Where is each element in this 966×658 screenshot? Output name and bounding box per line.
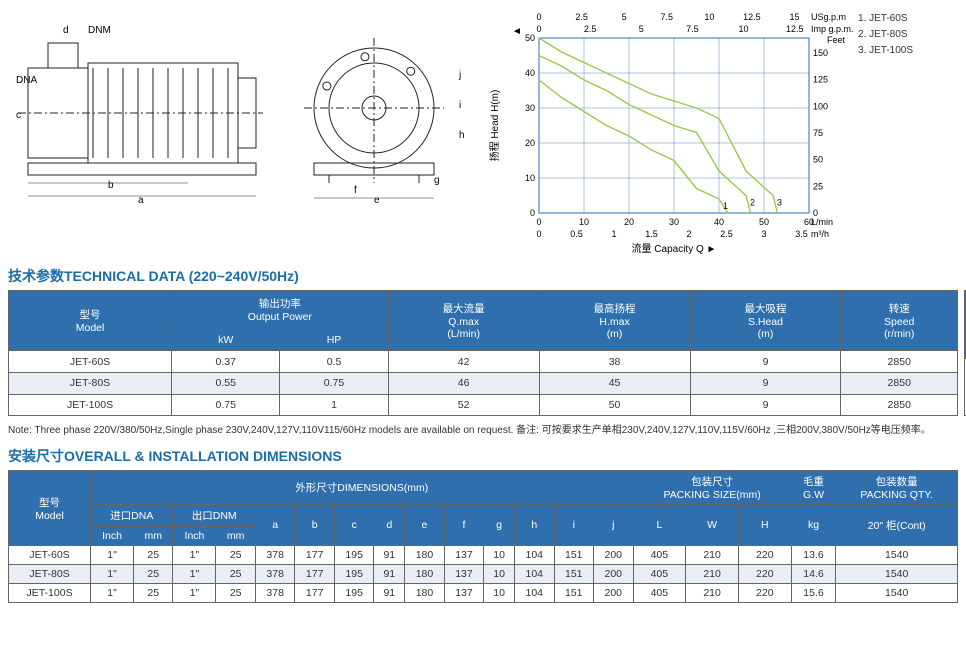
th-gw: 毛重G.W (791, 471, 836, 505)
svg-text:10: 10 (739, 24, 749, 34)
svg-text:j: j (458, 70, 461, 81)
svg-text:a: a (138, 195, 144, 206)
legend-item: 1. JET-60S (858, 13, 913, 24)
svg-text:d: d (63, 25, 69, 36)
svg-text:40: 40 (714, 217, 724, 227)
svg-text:10: 10 (525, 173, 535, 183)
svg-text:3: 3 (777, 198, 782, 208)
th-model: 型号Model (9, 471, 91, 546)
svg-text:扬程 Head H(m): 扬程 Head H(m) (488, 90, 501, 162)
svg-text:75: 75 (813, 128, 823, 138)
th-speed: 转速Speed(r/min) (841, 291, 958, 351)
svg-text:7.5: 7.5 (686, 24, 699, 34)
svg-text:1.5: 1.5 (645, 229, 658, 239)
legend-item: 3. JET-100S (858, 45, 913, 56)
svg-text:2: 2 (750, 198, 755, 208)
chart-container: 0102030405060L/min00.511.522.533.5m³/h02… (484, 8, 913, 258)
svg-text:USg.p.m: USg.p.m (811, 12, 846, 22)
legend-item: 2. JET-80S (858, 29, 913, 40)
svg-text:50: 50 (759, 217, 769, 227)
svg-text:10: 10 (704, 12, 714, 22)
th-qmax: 最大流量Q.max(L/min) (388, 291, 539, 351)
table-row: JET-60S0.370.5423892850 (9, 351, 958, 373)
svg-text:15: 15 (789, 12, 799, 22)
dims-section-title: 安装尺寸OVERALL & INSTALLATION DIMENSIONS (8, 446, 958, 466)
svg-text:50: 50 (813, 155, 823, 165)
svg-text:30: 30 (669, 217, 679, 227)
svg-text:Imp g.p.m.: Imp g.p.m. (811, 24, 854, 34)
svg-text:c: c (16, 110, 21, 121)
svg-text:e: e (374, 195, 380, 206)
tech-section-title: 技术参数TECHNICAL DATA (220~240V/50Hz) (8, 266, 958, 286)
svg-text:0: 0 (536, 229, 541, 239)
front-view-drawing: e f g h i j (274, 8, 474, 208)
svg-text:L/min: L/min (811, 217, 833, 227)
th-hmax: 最高扬程H.max(m) (539, 291, 690, 351)
th-qty: 包装数量PACKING QTY. (836, 471, 958, 505)
svg-text:20: 20 (525, 138, 535, 148)
svg-text:2.5: 2.5 (720, 229, 733, 239)
svg-text:1: 1 (611, 229, 616, 239)
th-pack: 包装尺寸PACKING SIZE(mm) (633, 471, 791, 505)
tech-tables: 型号Model 输出功率Output Power 最大流量Q.max(L/min… (8, 290, 958, 416)
svg-text:h: h (459, 130, 465, 141)
performance-chart: 0102030405060L/min00.511.522.533.5m³/h02… (484, 8, 854, 258)
svg-text:3.5: 3.5 (795, 229, 808, 239)
svg-text:g: g (434, 175, 440, 186)
svg-text:50: 50 (525, 33, 535, 43)
table-row: JET-60S1"251"253781771959118013710104151… (9, 546, 958, 565)
th-shead: 最大吸程S.Head(m) (690, 291, 841, 351)
tech-table-left: 型号Model 输出功率Output Power 最大流量Q.max(L/min… (8, 290, 958, 416)
svg-text:0.5: 0.5 (570, 229, 583, 239)
svg-text:10: 10 (579, 217, 589, 227)
svg-text:i: i (459, 100, 461, 111)
svg-text:12.5: 12.5 (786, 24, 804, 34)
side-view-drawing: a b c d DNA DNM (8, 8, 268, 208)
svg-text:1: 1 (723, 201, 728, 211)
technical-drawings: a b c d DNA DNM e f g h i j (8, 8, 474, 208)
table-row: JET-100S0.751525092850 (9, 394, 958, 416)
svg-text:100: 100 (813, 101, 828, 111)
svg-text:0: 0 (536, 12, 541, 22)
th-power: 输出功率Output Power (172, 291, 389, 330)
svg-text:125: 125 (813, 75, 828, 85)
th-dims: 外形尺寸DIMENSIONS(mm) (91, 471, 633, 505)
dims-table: 型号Model 外形尺寸DIMENSIONS(mm) 包装尺寸PACKING S… (8, 470, 958, 603)
svg-text:f: f (354, 185, 357, 196)
svg-text:150: 150 (813, 48, 828, 58)
svg-text:◄: ◄ (512, 26, 522, 37)
svg-text:30: 30 (525, 103, 535, 113)
svg-text:流量 Capacity Q ►: 流量 Capacity Q ► (632, 242, 717, 255)
table-row: JET-80S1"251"253781771959118013710104151… (9, 565, 958, 584)
svg-text:40: 40 (525, 68, 535, 78)
svg-text:0: 0 (536, 217, 541, 227)
svg-text:DNM: DNM (88, 25, 111, 36)
svg-text:2: 2 (686, 229, 691, 239)
svg-text:m³/h: m³/h (811, 229, 829, 239)
svg-text:0: 0 (813, 208, 818, 218)
svg-text:0: 0 (536, 24, 541, 34)
top-row: abcdDNADNM efghij 0102030405060L/min00.5… (8, 8, 958, 258)
tech-note: Note: Three phase 220V/380/50Hz,Single p… (8, 421, 958, 436)
svg-text:5: 5 (639, 24, 644, 34)
svg-text:2.5: 2.5 (575, 12, 588, 22)
table-row: JET-80S0.550.75464592850 (9, 372, 958, 394)
svg-text:0: 0 (530, 208, 535, 218)
svg-text:2.5: 2.5 (584, 24, 597, 34)
svg-text:b: b (108, 180, 114, 191)
svg-text:3: 3 (761, 229, 766, 239)
th-model: 型号Model (9, 291, 172, 351)
svg-text:DNA: DNA (16, 75, 37, 86)
table-row: JET-100S1"251"25378177195911801371010415… (9, 584, 958, 603)
svg-text:5: 5 (622, 12, 627, 22)
svg-text:12.5: 12.5 (743, 12, 761, 22)
svg-text:7.5: 7.5 (660, 12, 673, 22)
svg-text:20: 20 (624, 217, 634, 227)
chart-legend: 1. JET-60S 2. JET-80S 3. JET-100S (858, 8, 913, 61)
svg-text:25: 25 (813, 181, 823, 191)
svg-text:Feet: Feet (827, 35, 846, 45)
